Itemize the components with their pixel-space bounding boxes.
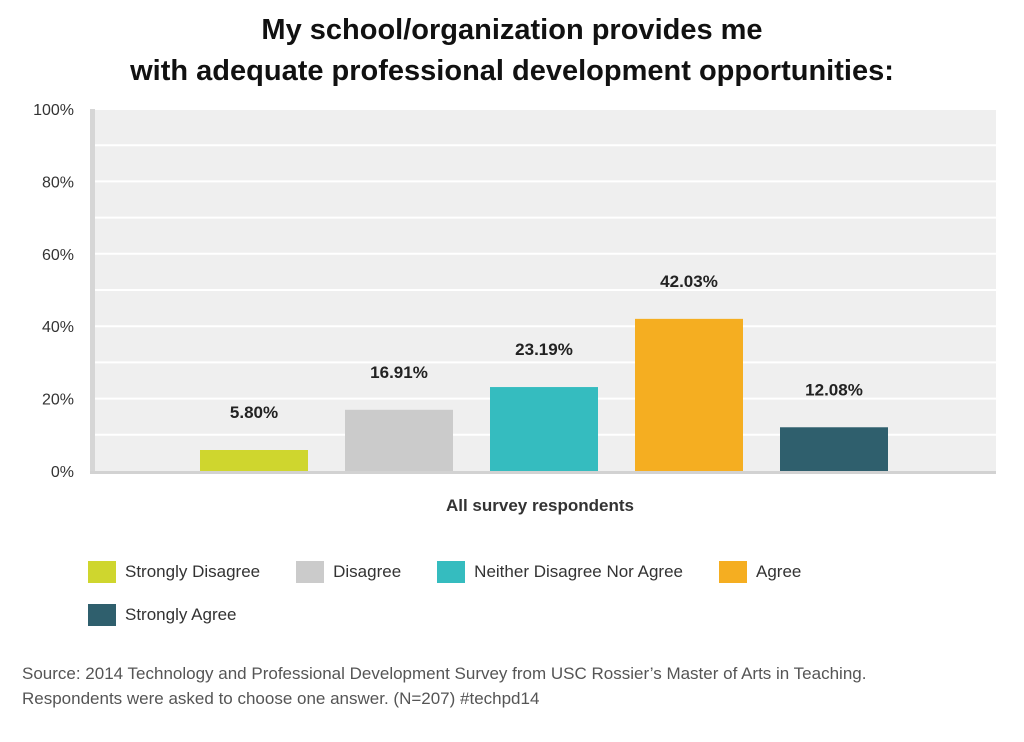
legend-label-neither: Neither Disagree Nor Agree [474,562,683,581]
legend-label-strongly-disagree: Strongly Disagree [125,562,261,581]
legend-item-disagree: Disagree [296,561,401,583]
legend-swatch-disagree [296,561,325,583]
source-line-1: Source: 2014 Technology and Professional… [22,664,867,683]
legend-swatch-agree [719,561,747,583]
legend-row-1: Strongly Disagree Disagree Neither Disag… [88,558,948,586]
chart-title: My school/organization provides me with … [0,10,1024,92]
legend-label-disagree: Disagree [333,562,402,581]
data-label: 5.80% [230,403,278,422]
legend-item-strongly-disagree: Strongly Disagree [88,561,260,583]
y-tick-label: 0% [51,464,74,481]
y-tick-label: 60% [42,247,74,264]
data-label: 23.19% [515,340,573,359]
legend-row-2: Strongly Agree [88,601,948,629]
plot-side-wall [90,109,95,471]
x-axis-label: All survey respondents [446,496,634,515]
bar [200,450,308,471]
legend: Strongly Disagree Disagree Neither Disag… [88,558,948,644]
y-tick-label: 100% [33,102,74,119]
data-label: 12.08% [805,380,863,399]
legend-item-neither: Neither Disagree Nor Agree [437,561,683,583]
legend-item-strongly-agree: Strongly Agree [88,604,237,626]
source-note: Source: 2014 Technology and Professional… [22,661,1012,711]
legend-label-strongly-agree: Strongly Agree [125,605,237,624]
bar [780,427,888,471]
chart-title-line-2: with adequate professional development o… [130,55,894,87]
legend-swatch-strongly-agree [88,604,116,626]
y-tick-label: 20% [42,392,74,409]
chart-title-line-1: My school/organization provides me [261,14,763,46]
y-tick-label: 80% [42,174,74,191]
bar [635,318,743,471]
legend-label-agree: Agree [756,562,802,581]
y-tick-label: 40% [42,319,74,336]
source-line-2: Respondents were asked to choose one ans… [22,689,540,708]
legend-swatch-neither [437,561,466,583]
plot-floor [90,471,996,474]
bar [345,409,453,471]
bar [490,387,598,471]
data-label: 42.03% [660,272,718,291]
data-label: 16.91% [370,363,428,382]
legend-swatch-strongly-disagree [88,561,116,583]
legend-item-agree: Agree [719,561,801,583]
